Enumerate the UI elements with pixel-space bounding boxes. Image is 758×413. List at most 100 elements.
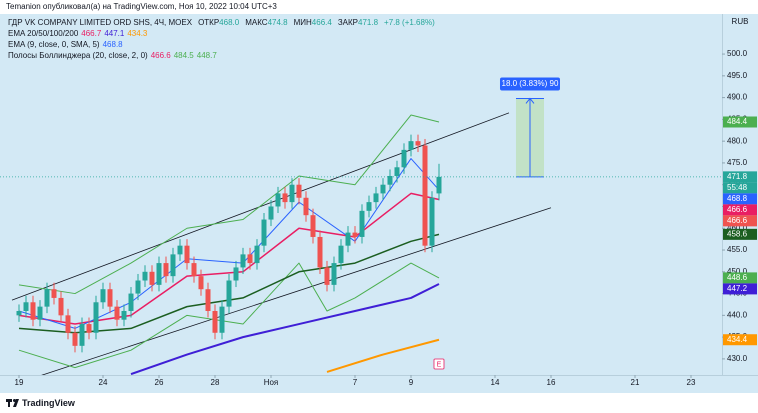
legend-row: Полосы Боллинджера (20, close, 2, 0) 466.… <box>8 50 435 61</box>
x-tick-label: 16 <box>547 378 556 387</box>
logo-shape <box>8 399 10 407</box>
candle-body <box>58 297 64 316</box>
price-badge-bg <box>723 334 757 346</box>
indicator-value: 434.3 <box>127 29 148 38</box>
tv-logo <box>6 399 19 407</box>
candle-body <box>380 184 386 194</box>
indicator-line <box>326 338 440 373</box>
y-tick-label: 430.0 <box>727 354 748 363</box>
indicator-line <box>130 283 440 375</box>
candle-body <box>268 206 274 220</box>
legend: ГДР VK COMPANY LIMITED ORD SHS, 4Ч, MOEX… <box>8 17 435 61</box>
candle-body <box>114 306 120 320</box>
candle-body <box>198 276 204 290</box>
footer-bg <box>0 393 758 413</box>
candle-body <box>359 210 365 237</box>
price-badge-bg <box>723 204 757 216</box>
price-badge-bg <box>723 116 757 128</box>
chart-bg <box>0 14 758 393</box>
candle-body <box>23 302 29 311</box>
candle-body <box>436 176 442 194</box>
y-tick-label: 440.0 <box>727 310 748 319</box>
y-tick-label: 490.0 <box>727 93 748 102</box>
candle-body <box>149 271 155 285</box>
candle-body <box>142 271 148 281</box>
event-marker: E <box>437 361 442 368</box>
candle-body <box>16 310 22 316</box>
indicator-value: 448.7 <box>196 51 217 60</box>
candle-body <box>387 175 393 185</box>
footer-brand: TradingView <box>22 398 76 408</box>
candle-body <box>338 245 344 264</box>
x-tick-label: 9 <box>409 378 414 387</box>
candle-body <box>128 293 134 311</box>
price-badges: 484.4 471.8 55:48 468.8 466.6 466.6 458.6 448.6… <box>723 116 757 346</box>
candle-body <box>289 184 295 203</box>
ohlc-value: 471.8 <box>358 18 379 27</box>
candle-body <box>345 232 351 246</box>
x-tick-label: Ноя <box>264 378 279 387</box>
currency: RUB <box>732 17 749 26</box>
y-tick-label: 500.0 <box>727 49 748 58</box>
candle-body <box>303 197 309 216</box>
plot: 18.0 (3.83%) 90 E <box>0 77 722 375</box>
candle-body <box>275 193 281 207</box>
price-badge-bg <box>723 283 757 295</box>
candle-body <box>282 193 288 203</box>
symbol: ГДР VK COMPANY LIMITED ORD SHS, 4Ч, MOEX <box>8 18 193 27</box>
indicator-line <box>18 114 440 295</box>
indicator-label: EMA 20/50/100/200 <box>8 29 79 38</box>
candle-body <box>429 197 435 246</box>
price-badge: 466.6 <box>727 216 748 225</box>
indicator-line <box>18 262 440 369</box>
candle-body <box>30 302 36 320</box>
measure-arrowhead <box>525 97 535 104</box>
candle-body <box>254 245 260 264</box>
x-tick-label: 26 <box>155 378 164 387</box>
candle-body <box>219 306 225 333</box>
price-badge-bg <box>723 272 757 284</box>
candle-body <box>177 245 183 255</box>
y-tick-label: 460.0 <box>727 223 748 232</box>
ohlc-label: ОТКР <box>198 18 220 27</box>
y-tick-label: 475.0 <box>727 158 748 167</box>
countdown-bg <box>723 182 757 194</box>
candle-body <box>65 315 71 333</box>
candle-body <box>373 193 379 203</box>
price-badge-bg <box>723 171 757 183</box>
candle-body <box>408 141 414 150</box>
candle-body <box>310 215 316 237</box>
candle-body <box>191 263 197 277</box>
ohlc-label: ЗАКР <box>337 18 358 27</box>
candle-body <box>261 219 267 246</box>
candle-body <box>135 280 141 294</box>
price-badge: 484.4 <box>727 117 748 126</box>
price-badge: 434.4 <box>727 335 748 344</box>
indicator-value: 447.1 <box>104 29 125 38</box>
trend-line <box>41 207 552 375</box>
price-badge: 448.6 <box>727 273 748 282</box>
candle-body <box>44 289 50 307</box>
ohlc-value: 468.0 <box>219 18 240 27</box>
price-badge-bg <box>723 215 757 227</box>
candle-body <box>233 267 239 281</box>
ohlc-value: 474.8 <box>267 18 288 27</box>
candle-body <box>93 302 99 333</box>
x-tick-label: 19 <box>15 378 24 387</box>
x-tick-label: 28 <box>211 378 220 387</box>
candle-body <box>100 289 106 303</box>
measure-label-bg <box>499 77 560 91</box>
indicator-label: Полосы Боллинджера (20, close, 2, 0) <box>8 51 148 60</box>
candle-body <box>79 324 85 346</box>
x-tick-label: 23 <box>687 378 696 387</box>
banner: Temanion опубликовал(а) на TradingView.c… <box>6 2 277 11</box>
candle-body <box>352 232 358 237</box>
candle-body <box>317 236 323 268</box>
indicator-value: 468.8 <box>102 40 123 49</box>
logo-shape <box>13 399 19 407</box>
change: +7.8 (+1.68%) <box>384 18 435 27</box>
candle-body <box>107 289 113 307</box>
ohlc-label: МИН <box>293 18 312 27</box>
price-badge-bg <box>723 193 757 205</box>
